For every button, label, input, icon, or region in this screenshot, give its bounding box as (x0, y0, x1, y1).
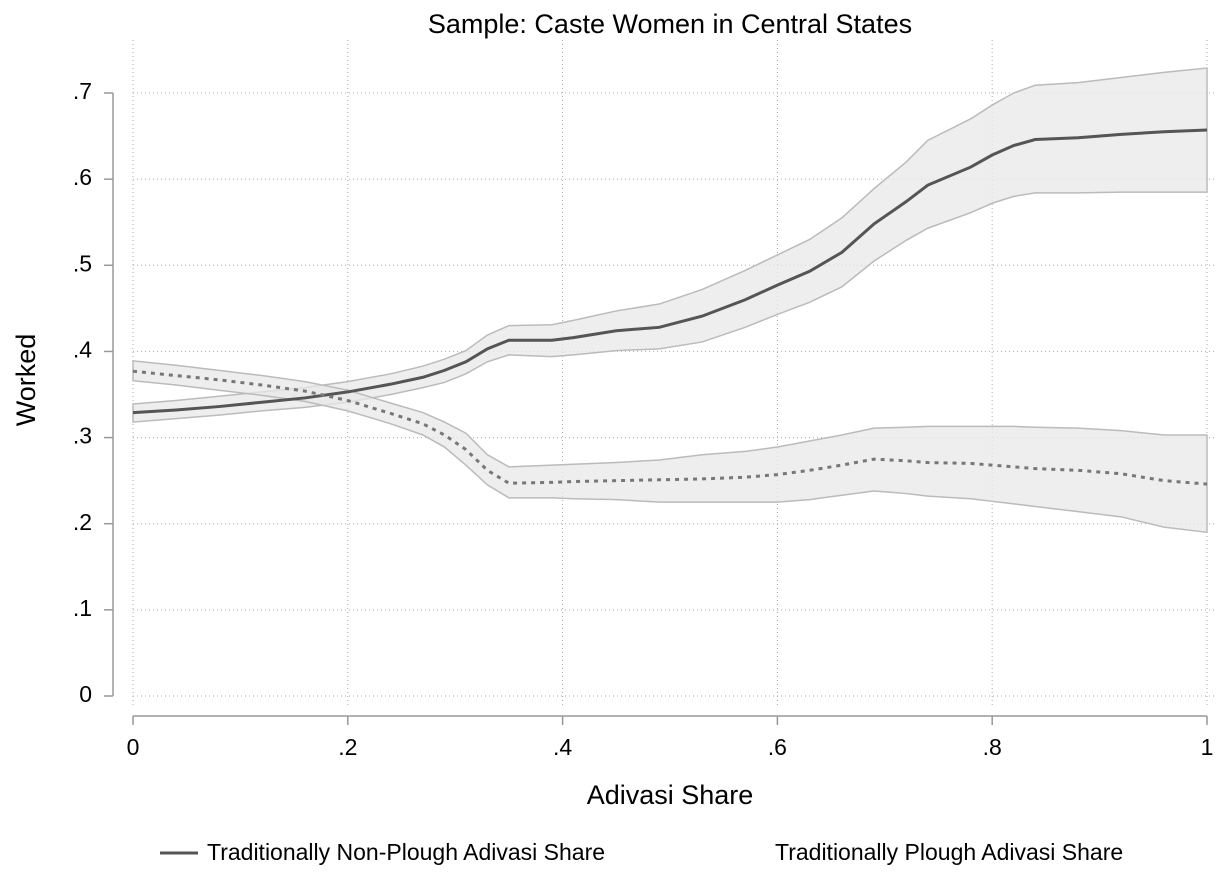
confidence-band (132, 67, 1208, 423)
line (132, 128, 1208, 415)
chart-title: Sample: Caste Women in Central States (428, 9, 912, 39)
y-tick-label: .3 (73, 423, 92, 449)
y-tick-label: .1 (73, 595, 92, 621)
x-tick-label: 0 (127, 734, 140, 760)
y-tick-label: 0 (79, 681, 92, 707)
x-tick-label: .4 (553, 734, 572, 760)
legend-label: Traditionally Plough Adivasi Share (775, 839, 1123, 865)
x-tick-label: .2 (338, 734, 357, 760)
y-tick-label: .6 (73, 164, 92, 190)
x-tick-label: .8 (983, 734, 1002, 760)
confidence-band (132, 360, 1208, 534)
y-axis-label: Worked (11, 334, 41, 427)
legend-label: Traditionally Non-Plough Adivasi Share (207, 839, 605, 865)
y-tick-label: .2 (73, 509, 92, 535)
x-axis-label: Adivasi Share (587, 780, 754, 810)
x-tick-label: .6 (768, 734, 787, 760)
y-tick-label: .4 (73, 337, 92, 363)
y-tick-label: .7 (73, 78, 92, 104)
y-tick-label: .5 (73, 250, 92, 276)
line (132, 369, 1208, 486)
x-tick-label: 1 (1201, 734, 1214, 760)
